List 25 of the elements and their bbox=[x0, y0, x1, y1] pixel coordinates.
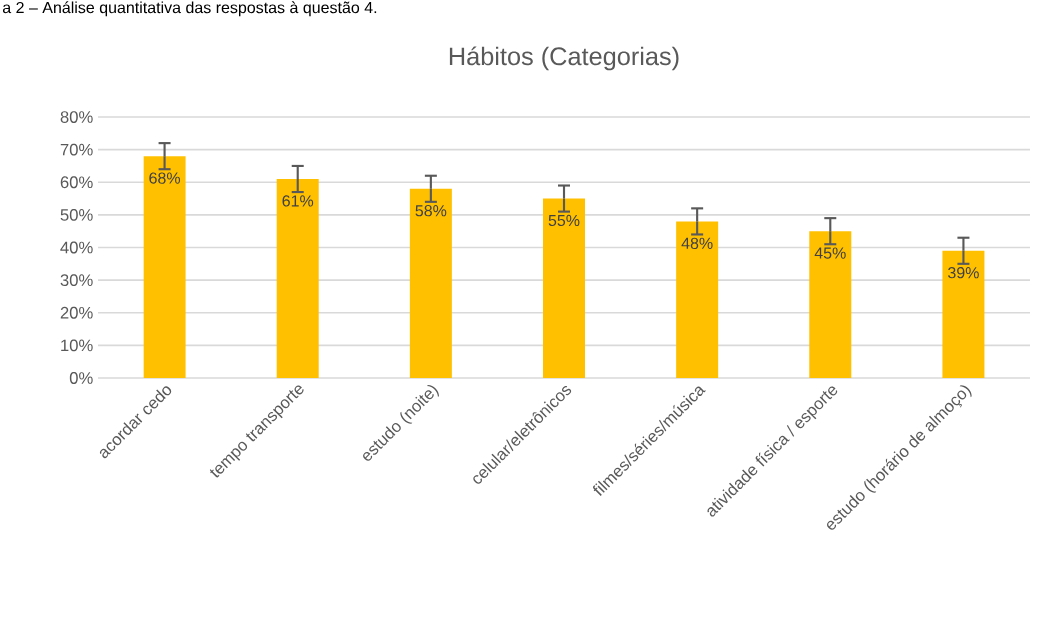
text: a 2 – Análise quantitativa das respostas à questão 4. bbox=[2, 1, 377, 17]
y-tick-label: 40% bbox=[60, 241, 93, 254]
bar bbox=[276, 179, 319, 378]
bar bbox=[676, 221, 719, 378]
data-label: 39% bbox=[948, 267, 979, 279]
y-tick-label: 50% bbox=[60, 209, 93, 221]
y-tick-label: 10% bbox=[61, 339, 93, 352]
y-tick-label: 80% bbox=[60, 111, 93, 123]
data-label: 55% bbox=[548, 214, 580, 227]
chart-title: Hábitos (Categorias) bbox=[449, 46, 679, 71]
bar bbox=[809, 231, 852, 378]
bar bbox=[409, 188, 452, 378]
data-label: 48% bbox=[681, 237, 713, 249]
y-tick-label: 70% bbox=[60, 143, 93, 156]
y-tick-label: 20% bbox=[60, 306, 93, 319]
y-tick-label: 0% bbox=[69, 372, 93, 384]
data-label: 45% bbox=[814, 247, 846, 259]
bar bbox=[143, 156, 186, 378]
data-label: 61% bbox=[282, 195, 314, 207]
y-tick-label: 30% bbox=[60, 274, 93, 287]
y-tick-label: 60% bbox=[60, 176, 93, 189]
data-label: 68% bbox=[149, 172, 181, 184]
data-label: 58% bbox=[415, 205, 447, 217]
bar bbox=[543, 198, 585, 378]
bar bbox=[942, 250, 985, 378]
